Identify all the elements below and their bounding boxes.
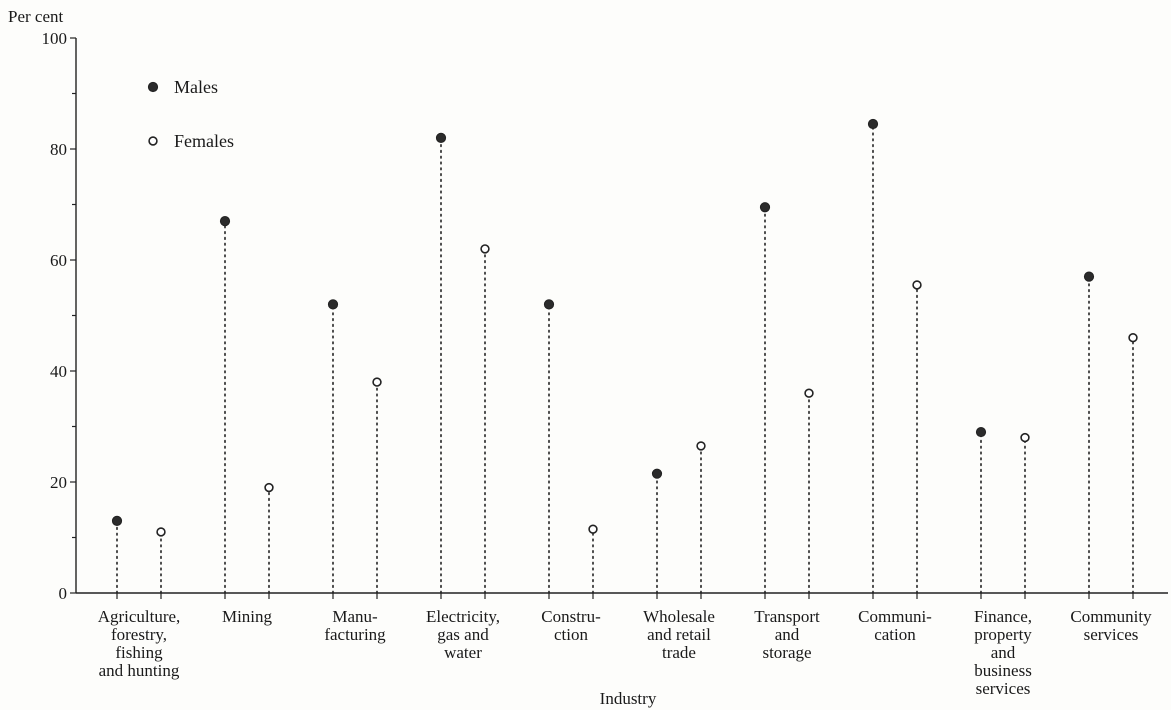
legend: Males Females [147,77,234,151]
category-label-line: water [444,643,482,662]
male-point [543,299,555,310]
legend-male-label: Males [174,77,218,97]
category-label-line: gas and [437,625,489,644]
female-point [588,524,598,534]
category-label: Constru-ction [541,607,601,644]
category-label-line: Agriculture, [98,607,181,626]
male-point [111,515,123,526]
y-tick-label: 60 [50,251,67,270]
male-point [327,299,339,310]
y-tick-label: 20 [50,473,67,492]
category-label-line: and retail [647,625,711,644]
female-point [804,388,814,398]
category-label-line: ction [554,625,588,644]
category-label: Community services [1070,607,1152,644]
category-label: Mining [222,607,273,626]
category-label: Finance, property and business services [974,607,1032,698]
category-label: Agriculture, forestry, fishing and hunting [98,607,181,680]
male-point [975,426,987,438]
category-label-line: forestry, [111,625,167,644]
female-point [1128,333,1138,343]
category-label-line: Manu- [332,607,378,626]
male-point [1083,271,1095,282]
category-label-line: Community [1070,607,1152,626]
female-point [480,244,490,254]
legend-female-marker [148,136,158,146]
category-label-line: services [1084,625,1139,644]
category-label-line: trade [662,643,696,662]
category-label-line: business [974,661,1032,680]
y-tick-label: 100 [42,29,68,48]
legend-male-marker [147,81,159,93]
y-tick-label: 40 [50,362,67,381]
y-tick-label: 80 [50,140,67,159]
female-point [264,482,274,493]
male-point [219,216,231,227]
category-label: Electricity, gas and water [426,607,500,662]
category-label-line: storage [762,643,811,662]
category-label-line: property [974,625,1032,644]
category-label-line: facturing [324,625,386,644]
male-point [435,132,447,143]
female-point [696,441,706,451]
axes [70,37,1168,599]
category-label-line: Electricity, [426,607,500,626]
y-axis-title: Per cent [8,7,64,26]
female-point [912,280,922,290]
category-label-line: and [775,625,800,644]
labels: 0 20 40 60 80 100 Per cent Agriculture, forestry… [8,7,1152,708]
category-label-line: Constru- [541,607,601,626]
male-point [867,118,879,130]
female-point [372,377,382,387]
points [111,118,1138,537]
female-point [156,527,166,537]
category-label-line: Finance, [974,607,1032,626]
category-label: Wholesale and retail trade [643,607,715,662]
category-label: Transport and storage [754,607,820,662]
stems [116,127,1134,594]
category-label: Manu-facturing [324,607,386,644]
category-label-line: Mining [222,607,273,626]
category-label-line: Communi- [858,607,932,626]
category-label-line: and hunting [99,661,180,680]
category-label-line: Transport [754,607,820,626]
category-label: Communi-cation [858,607,932,644]
category-label-line: services [976,679,1031,698]
category-label-line: cation [874,625,916,644]
x-axis-title: Industry [600,689,657,708]
female-point [1020,432,1030,443]
category-label-line: Wholesale [643,607,715,626]
y-tick-label: 0 [59,584,68,603]
male-point [651,468,663,479]
male-point [759,202,771,213]
category-label-line: fishing [115,643,163,662]
category-label-line: and [991,643,1016,662]
legend-female-label: Females [174,131,234,151]
